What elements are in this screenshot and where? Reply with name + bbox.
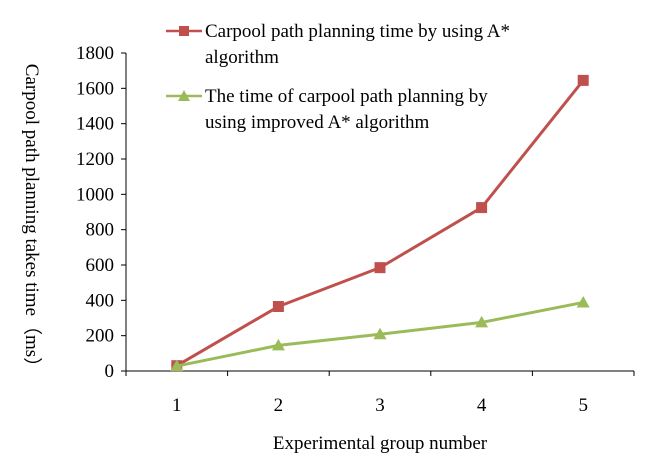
y-tick-label: 1400 xyxy=(76,114,114,135)
y-tick-label: 800 xyxy=(86,220,115,241)
y-tick-label: 1800 xyxy=(76,43,114,64)
y-tick-label: 0 xyxy=(105,361,115,382)
legend-label-2-line-1: The time of carpool path planning by xyxy=(205,86,488,107)
x-tick-label: 5 xyxy=(578,395,588,416)
y-tick-label: 1200 xyxy=(76,149,114,170)
x-tick-label: 3 xyxy=(375,395,385,416)
y-tick-label: 1000 xyxy=(76,184,114,205)
y-axis-ticks: 0 200 400 600 800 1000 1200 1400 1600 1800 xyxy=(76,43,126,382)
series-1-point xyxy=(272,301,284,313)
x-axis-ticks: 1 2 3 4 5 xyxy=(125,371,635,416)
x-tick-label: 1 xyxy=(172,395,182,416)
series-2-point xyxy=(475,315,489,328)
legend-label-1-line-1: Carpool path planning time by using A* xyxy=(205,21,510,42)
y-tick-label: 200 xyxy=(86,326,115,347)
x-tick-label: 2 xyxy=(274,395,284,416)
series-2-point xyxy=(373,327,387,340)
y-tick-label: 400 xyxy=(86,290,115,311)
y-tick-label: 600 xyxy=(86,255,115,276)
y-axis-title: Carpool path planning takes time（ms） xyxy=(21,64,43,376)
series-2-point xyxy=(170,359,184,372)
y-tick-label: 1600 xyxy=(76,78,114,99)
legend-marker-2 xyxy=(178,90,190,101)
x-axis-title: Experimental group number xyxy=(273,433,488,454)
legend-entry-2: The time of carpool path planning by usi… xyxy=(166,86,488,133)
series-1-point xyxy=(577,74,589,86)
legend-label-1-line-2: algorithm xyxy=(205,47,279,68)
legend-entry-1: Carpool path planning time by using A* a… xyxy=(166,21,510,68)
series-1-point xyxy=(374,262,386,274)
legend: Carpool path planning time by using A* a… xyxy=(166,21,510,133)
legend-marker-1 xyxy=(179,26,189,36)
series-layer xyxy=(170,74,590,372)
x-tick-label: 4 xyxy=(477,395,487,416)
legend-label-2-line-2: using improved A* algorithm xyxy=(205,112,430,133)
series-2-point xyxy=(271,338,285,351)
series-1-point xyxy=(476,202,488,214)
series-2-point xyxy=(576,295,590,308)
